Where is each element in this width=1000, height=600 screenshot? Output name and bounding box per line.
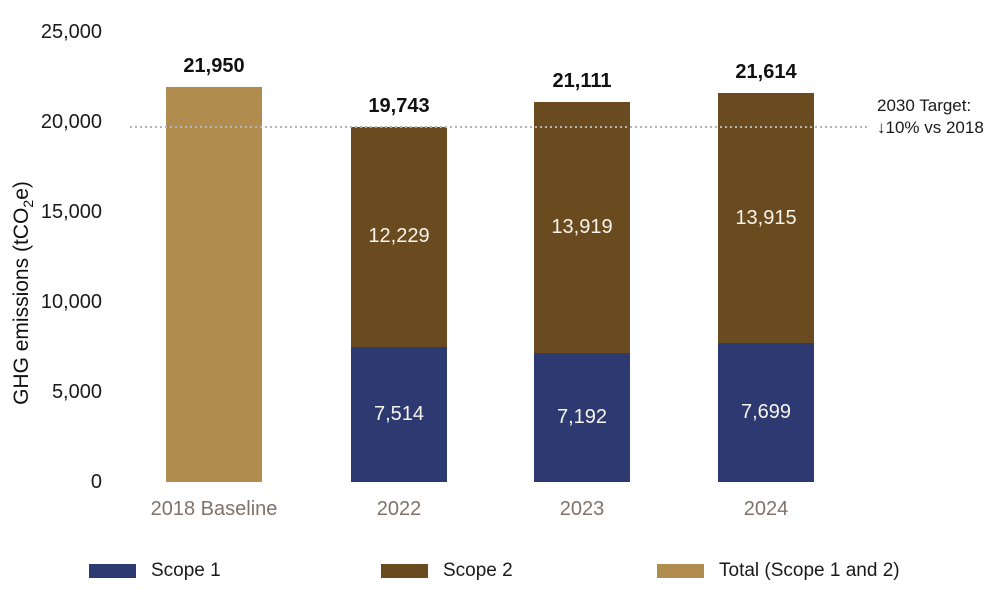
legend-swatch-total-scope-1-and-2 [657, 564, 704, 578]
bar-segment-scope-1-2024: 7,699 [718, 343, 814, 482]
target-line [130, 126, 868, 129]
bar-total-label-2024: 21,614 [735, 60, 797, 83]
legend-item-total-scope-1-and-2: Total (Scope 1 and 2) [657, 560, 900, 581]
bar-segment-scope-2-2023: 13,919 [534, 102, 630, 353]
legend-label-scope-2: Scope 2 [443, 560, 513, 581]
bar-total-label-2022: 19,743 [368, 94, 430, 117]
bar-total-label-2018-baseline: 21,950 [183, 54, 245, 77]
legend-swatch-scope-1 [89, 564, 136, 578]
bar-segment-scope-2-2022: 12,229 [351, 126, 447, 347]
legend-item-scope-1: Scope 1 [89, 560, 221, 581]
target-annotation-line2: ↓10% vs 2018 [877, 118, 984, 137]
bar-segment-value-label: 7,192 [556, 405, 608, 428]
y-tick-label-15-000: 15,000 [40, 201, 102, 223]
target-annotation: 2030 Target: ↓10% vs 2018 [877, 95, 984, 139]
bar-segment-scope-2-2024: 13,915 [718, 92, 814, 344]
y-tick-label-5-000: 5,000 [51, 381, 102, 403]
y-tick-label-0: 0 [90, 471, 102, 493]
bar-segment-scope-1-2022: 7,514 [351, 346, 447, 482]
bar-segment-scope-1-2023: 7,192 [534, 352, 630, 482]
bar-segment-value-label: 13,919 [551, 215, 613, 238]
bar-segment-value-label: 7,699 [740, 401, 792, 424]
legend-swatch-scope-2 [381, 564, 428, 578]
legend-item-scope-2: Scope 2 [381, 560, 513, 581]
bar-total-label-2023: 21,111 [552, 70, 612, 92]
bar-segment-value-label: 12,229 [368, 225, 430, 248]
legend-label-total-scope-1-and-2: Total (Scope 1 and 2) [719, 560, 900, 581]
y-tick-label-25-000: 25,000 [40, 21, 102, 43]
bar-segment-value-label: 7,514 [373, 402, 425, 425]
x-axis-label-2023: 2023 [559, 498, 605, 520]
bar-segment-total-scope-1-and-2-2018-baseline [166, 86, 262, 482]
x-axis-label-2018-baseline: 2018 Baseline [150, 498, 278, 520]
x-axis-label-2024: 2024 [743, 498, 789, 520]
legend-label-scope-1: Scope 1 [151, 560, 221, 581]
y-axis-title-post: e) [10, 180, 33, 200]
x-axis-label-2022: 2022 [376, 498, 422, 520]
y-tick-label-10-000: 10,000 [40, 291, 102, 313]
bar-segment-value-label: 13,915 [735, 206, 797, 229]
y-tick-label-20-000: 20,000 [40, 111, 102, 133]
target-annotation-line1: 2030 Target: [877, 96, 972, 115]
